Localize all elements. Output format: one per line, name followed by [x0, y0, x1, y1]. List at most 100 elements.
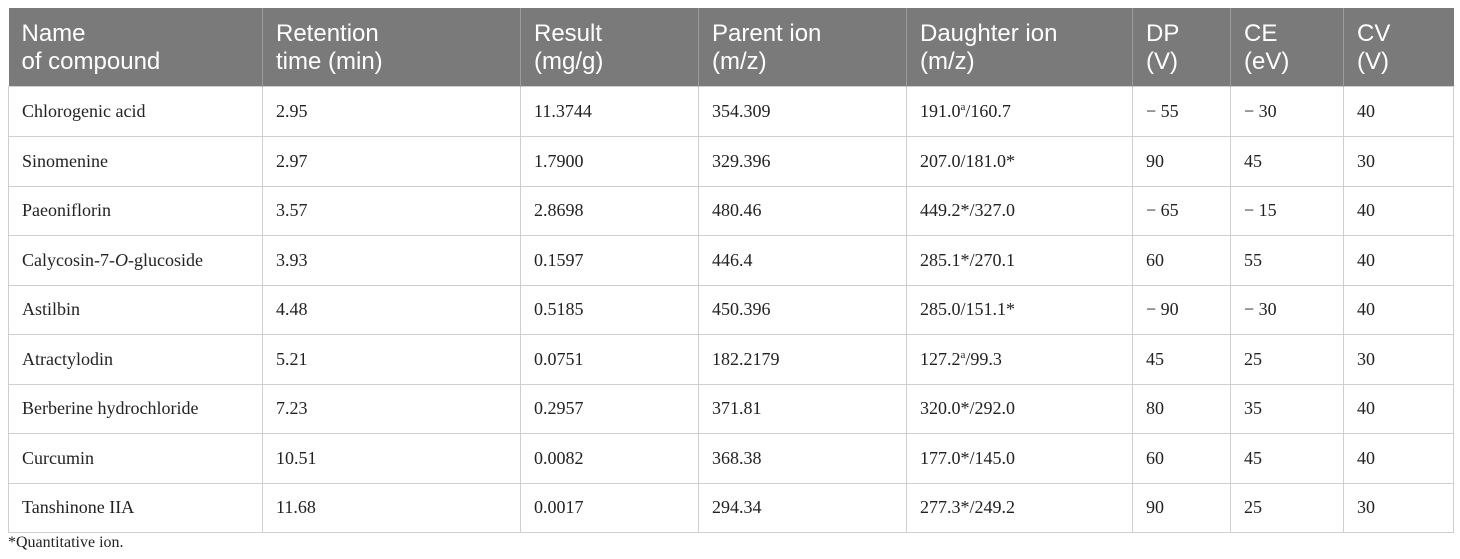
- cell-dp: − 90: [1132, 284, 1231, 335]
- cell-result: 0.0082: [520, 433, 699, 484]
- header-daughter-ion: Daughter ion (m/z): [906, 8, 1133, 87]
- cell-cv: 40: [1343, 433, 1454, 484]
- cell-cv: 30: [1343, 334, 1454, 385]
- cell-retention-time: 10.51: [262, 433, 521, 484]
- cell-parent-ion: 480.46: [698, 185, 907, 236]
- cell-retention-time: 3.57: [262, 185, 521, 236]
- cell-dp: 90: [1132, 482, 1231, 533]
- cell-ce: 25: [1230, 482, 1344, 533]
- cell-name: Calycosin-7-O-glucoside: [8, 235, 263, 286]
- cell-name: Astilbin: [8, 284, 263, 335]
- cell-result: 0.5185: [520, 284, 699, 335]
- footnote: *Quantitative ion.: [8, 534, 124, 551]
- cell-cv: 40: [1343, 235, 1454, 286]
- cell-result: 11.3744: [520, 86, 699, 137]
- table-row: Calycosin-7-O-glucoside 3.93 0.1597 446.4 28…: [8, 235, 1454, 286]
- cell-cv: 30: [1343, 136, 1454, 187]
- cell-dp: 60: [1132, 433, 1231, 484]
- cell-retention-time: 11.68: [262, 482, 521, 533]
- cell-name: Chlorogenic acid: [8, 86, 263, 137]
- cell-name: Tanshinone IIA: [8, 482, 263, 533]
- table-container: Name of compound Retention time (min) Re…: [8, 8, 1454, 533]
- cell-retention-time: 7.23: [262, 383, 521, 434]
- table-row: Curcumin 10.51 0.0082 368.38 177.0*/145.0 60 4…: [8, 433, 1454, 484]
- daughter-ion-rest: /99.3: [965, 348, 1002, 369]
- cell-parent-ion: 450.396: [698, 284, 907, 335]
- table-row: Chlorogenic acid 2.95 11.3744 354.309 191.0a…: [8, 86, 1454, 137]
- table-row: Astilbin 4.48 0.5185 450.396 285.0/151.1* − 9…: [8, 284, 1454, 335]
- cell-retention-time: 2.97: [262, 136, 521, 187]
- cell-ce: − 30: [1230, 86, 1344, 137]
- table-row: Berberine hydrochloride 7.23 0.2957 371.81 3…: [8, 383, 1454, 434]
- cell-parent-ion: 368.38: [698, 433, 907, 484]
- cell-result: 0.0017: [520, 482, 699, 533]
- cell-daughter-ion: 127.2a/99.3: [906, 334, 1133, 385]
- daughter-ion-main: 285.0/151.1*: [920, 299, 1016, 320]
- cell-dp: 90: [1132, 136, 1231, 187]
- daughter-ion-main: 191.0: [920, 101, 961, 121]
- cell-retention-time: 3.93: [262, 235, 521, 286]
- cell-cv: 40: [1343, 383, 1454, 434]
- cell-daughter-ion: 177.0*/145.0: [906, 433, 1133, 484]
- compound-table: Name of compound Retention time (min) Re…: [8, 8, 1454, 533]
- daughter-ion-main: 285.1*/270.1: [920, 249, 1016, 270]
- daughter-ion-rest: /160.7: [965, 101, 1011, 121]
- cell-name: Sinomenine: [8, 136, 263, 187]
- cell-cv: 30: [1343, 482, 1454, 533]
- cell-dp: 45: [1132, 334, 1231, 385]
- daughter-ion-main: 320.0*/292.0: [920, 398, 1016, 419]
- cell-retention-time: 5.21: [262, 334, 521, 385]
- table-row: Paeoniflorin 3.57 2.8698 480.46 449.2*/327.0…: [8, 185, 1454, 236]
- table-row: Sinomenine 2.97 1.7900 329.396 207.0/181.0* 9…: [8, 136, 1454, 187]
- header-retention-time: Retention time (min): [262, 8, 521, 87]
- cell-daughter-ion: 207.0/181.0*: [906, 136, 1133, 187]
- cell-name: Atractylodin: [8, 334, 263, 385]
- cell-dp: − 65: [1132, 185, 1231, 236]
- cell-result: 2.8698: [520, 185, 699, 236]
- cell-ce: 45: [1230, 433, 1344, 484]
- cell-daughter-ion: 285.0/151.1*: [906, 284, 1133, 335]
- cell-parent-ion: 329.396: [698, 136, 907, 187]
- header-dp: DP (V): [1132, 8, 1231, 87]
- cell-daughter-ion: 191.0a/160.7: [906, 86, 1133, 137]
- cell-parent-ion: 182.2179: [698, 334, 907, 385]
- cell-daughter-ion: 277.3*/249.2: [906, 482, 1133, 533]
- cell-ce: − 15: [1230, 185, 1344, 236]
- daughter-ion-superscript: a: [960, 101, 966, 113]
- cell-daughter-ion: 285.1*/270.1: [906, 235, 1133, 286]
- header-cv: CV (V): [1343, 8, 1454, 87]
- cell-parent-ion: 354.309: [698, 86, 907, 137]
- daughter-ion-main: 177.0*/145.0: [920, 447, 1016, 468]
- cell-result: 0.2957: [520, 383, 699, 434]
- daughter-ion-main: 449.2*/327.0: [920, 200, 1016, 221]
- cell-retention-time: 4.48: [262, 284, 521, 335]
- cell-cv: 40: [1343, 86, 1454, 137]
- cell-ce: 45: [1230, 136, 1344, 187]
- table-row: Tanshinone IIA 11.68 0.0017 294.34 277.3*/24…: [8, 482, 1454, 533]
- cell-ce: 25: [1230, 334, 1344, 385]
- cell-retention-time: 2.95: [262, 86, 521, 137]
- cell-name: Berberine hydrochloride: [8, 383, 263, 434]
- cell-dp: 80: [1132, 383, 1231, 434]
- cell-daughter-ion: 320.0*/292.0: [906, 383, 1133, 434]
- cell-result: 0.1597: [520, 235, 699, 286]
- table-row: Atractylodin 5.21 0.0751 182.2179 127.2a/99.…: [8, 334, 1454, 385]
- daughter-ion-main: 277.3*/249.2: [920, 497, 1016, 518]
- cell-result: 1.7900: [520, 136, 699, 187]
- daughter-ion-superscript: a: [960, 348, 966, 361]
- cell-parent-ion: 446.4: [698, 235, 907, 286]
- cell-dp: − 55: [1132, 86, 1231, 137]
- cell-name: Paeoniflorin: [8, 185, 263, 236]
- cell-result: 0.0751: [520, 334, 699, 385]
- cell-ce: 55: [1230, 235, 1344, 286]
- italic-o: O: [114, 249, 128, 270]
- cell-daughter-ion: 449.2*/327.0: [906, 185, 1133, 236]
- header-name: Name of compound: [8, 8, 263, 87]
- header-parent-ion: Parent ion (m/z): [698, 8, 907, 87]
- cell-dp: 60: [1132, 235, 1231, 286]
- cell-name: Curcumin: [8, 433, 263, 484]
- daughter-ion-main: 127.2: [920, 348, 961, 369]
- cell-cv: 40: [1343, 185, 1454, 236]
- cell-ce: − 30: [1230, 284, 1344, 335]
- header-ce: CE (eV): [1230, 8, 1344, 87]
